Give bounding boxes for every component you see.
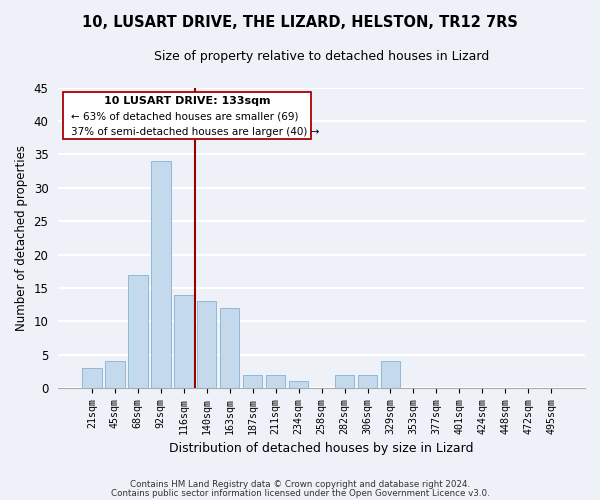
Text: 10, LUSART DRIVE, THE LIZARD, HELSTON, TR12 7RS: 10, LUSART DRIVE, THE LIZARD, HELSTON, T… <box>82 15 518 30</box>
Bar <box>266 374 286 388</box>
Text: 37% of semi-detached houses are larger (40) →: 37% of semi-detached houses are larger (… <box>71 127 320 137</box>
Bar <box>289 382 308 388</box>
Bar <box>381 362 400 388</box>
Title: Size of property relative to detached houses in Lizard: Size of property relative to detached ho… <box>154 50 489 63</box>
X-axis label: Distribution of detached houses by size in Lizard: Distribution of detached houses by size … <box>169 442 474 455</box>
Text: Contains HM Land Registry data © Crown copyright and database right 2024.: Contains HM Land Registry data © Crown c… <box>130 480 470 489</box>
Bar <box>243 374 262 388</box>
Bar <box>105 362 125 388</box>
Bar <box>220 308 239 388</box>
Bar <box>197 301 217 388</box>
FancyBboxPatch shape <box>64 92 311 139</box>
Bar <box>174 294 194 388</box>
Text: ← 63% of detached houses are smaller (69): ← 63% of detached houses are smaller (69… <box>71 112 299 122</box>
Y-axis label: Number of detached properties: Number of detached properties <box>15 145 28 331</box>
Bar <box>358 374 377 388</box>
Bar <box>82 368 101 388</box>
Bar <box>335 374 355 388</box>
Text: 10 LUSART DRIVE: 133sqm: 10 LUSART DRIVE: 133sqm <box>104 96 271 106</box>
Bar <box>128 274 148 388</box>
Bar <box>151 161 170 388</box>
Text: Contains public sector information licensed under the Open Government Licence v3: Contains public sector information licen… <box>110 489 490 498</box>
